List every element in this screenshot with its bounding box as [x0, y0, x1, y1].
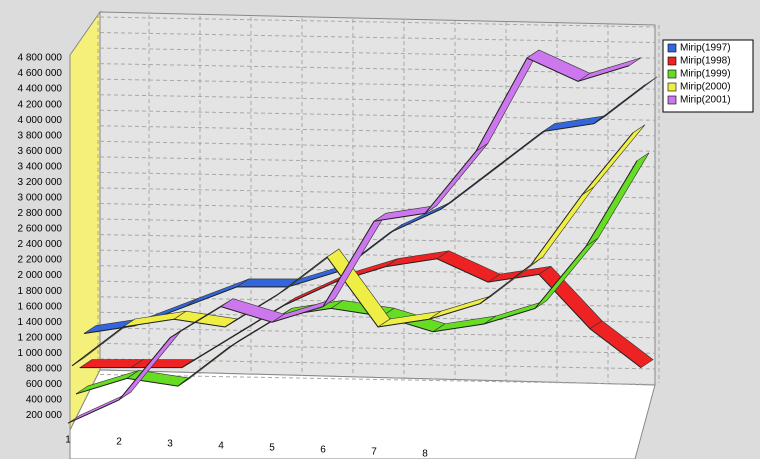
- grid-line: [99, 171, 656, 183]
- x-tick-label: 7: [371, 447, 377, 458]
- grid-line: [99, 94, 656, 106]
- grid-line: [99, 109, 656, 121]
- y-tick-label: 4 400 000: [18, 84, 63, 95]
- legend-swatch: [667, 43, 677, 53]
- x-tick-label: 6: [320, 445, 326, 456]
- grid-line: [99, 16, 656, 28]
- y-tick-label: 2 600 000: [18, 224, 63, 235]
- y-tick-label: 4 600 000: [18, 68, 63, 79]
- legend-swatch: [667, 69, 677, 79]
- legend-label: Mirip(2001): [680, 95, 731, 106]
- legend-swatch: [667, 56, 677, 66]
- grid-line: [99, 32, 656, 44]
- grid-line: [99, 47, 656, 59]
- y-tick-label: 3 400 000: [18, 161, 63, 172]
- grid-line: [99, 342, 656, 354]
- legend-label: Mirip(1997): [680, 43, 731, 54]
- grid-line: [99, 125, 656, 137]
- x-tick-label: 8: [422, 449, 428, 459]
- y-tick-label: 200 000: [26, 410, 63, 421]
- grid-line: [99, 78, 656, 90]
- grid-line: [99, 140, 656, 152]
- legend-label: Mirip(1999): [680, 69, 731, 80]
- series-line: [83, 84, 646, 335]
- legend: Mirip(1997) Mirip(1998) Mirip(1999) Mirip(2…: [662, 39, 754, 113]
- y-tick-label: 1 400 000: [18, 317, 63, 328]
- y-tick-label: 1 800 000: [18, 286, 63, 297]
- series-line: [67, 57, 630, 424]
- y-tick-label: 3 200 000: [18, 177, 63, 188]
- y-tick-label: 3 000 000: [18, 193, 63, 204]
- grid-line: [99, 203, 656, 214]
- y-tick-label: 4 000 000: [18, 115, 63, 126]
- grid-line: [99, 234, 656, 246]
- y-tick-label: 2 200 000: [18, 255, 63, 266]
- y-tick-label: 1 000 000: [18, 348, 63, 359]
- floor: [69, 369, 656, 459]
- grid-line: [99, 327, 656, 339]
- grid-line: [99, 249, 656, 261]
- y-tick-label: 2 800 000: [18, 208, 63, 219]
- x-tick-label: 2: [116, 437, 122, 448]
- series-line: [71, 132, 634, 367]
- y-tick-label: 400 000: [26, 395, 63, 406]
- plot: [67, 49, 658, 424]
- grid-line: [99, 296, 656, 308]
- y-tick-label: 3 600 000: [18, 146, 63, 157]
- x-tick-label: 5: [269, 443, 275, 454]
- y-tick-label: 4 200 000: [18, 99, 63, 110]
- legend-swatch: [667, 82, 677, 92]
- x-tick-label: 4: [218, 441, 224, 452]
- y-tick-label: 1 200 000: [18, 332, 63, 343]
- y-tick-label: 1 600 000: [18, 301, 63, 312]
- series-line: [75, 160, 638, 395]
- legend-label: Mirip(1998): [680, 56, 731, 67]
- grid-line: [99, 156, 656, 168]
- legend-box: [662, 39, 754, 113]
- x-tick-label: 1: [65, 435, 71, 446]
- grid-line: [99, 265, 656, 277]
- y-tick-label: 800 000: [26, 363, 63, 374]
- y-tick-label: 3 800 000: [18, 130, 63, 141]
- series-line: [80, 258, 642, 369]
- y-tick-label: 2 400 000: [18, 239, 63, 250]
- legend-swatch: [667, 95, 677, 105]
- legend-label: Mirip(2000): [680, 82, 731, 93]
- x-tick-label: 3: [167, 439, 173, 450]
- grid-line: [99, 187, 656, 199]
- y-tick-label: 4 800 000: [18, 53, 63, 64]
- y-tick-label: 2 000 000: [18, 270, 63, 281]
- y-tick-label: 600 000: [26, 379, 63, 390]
